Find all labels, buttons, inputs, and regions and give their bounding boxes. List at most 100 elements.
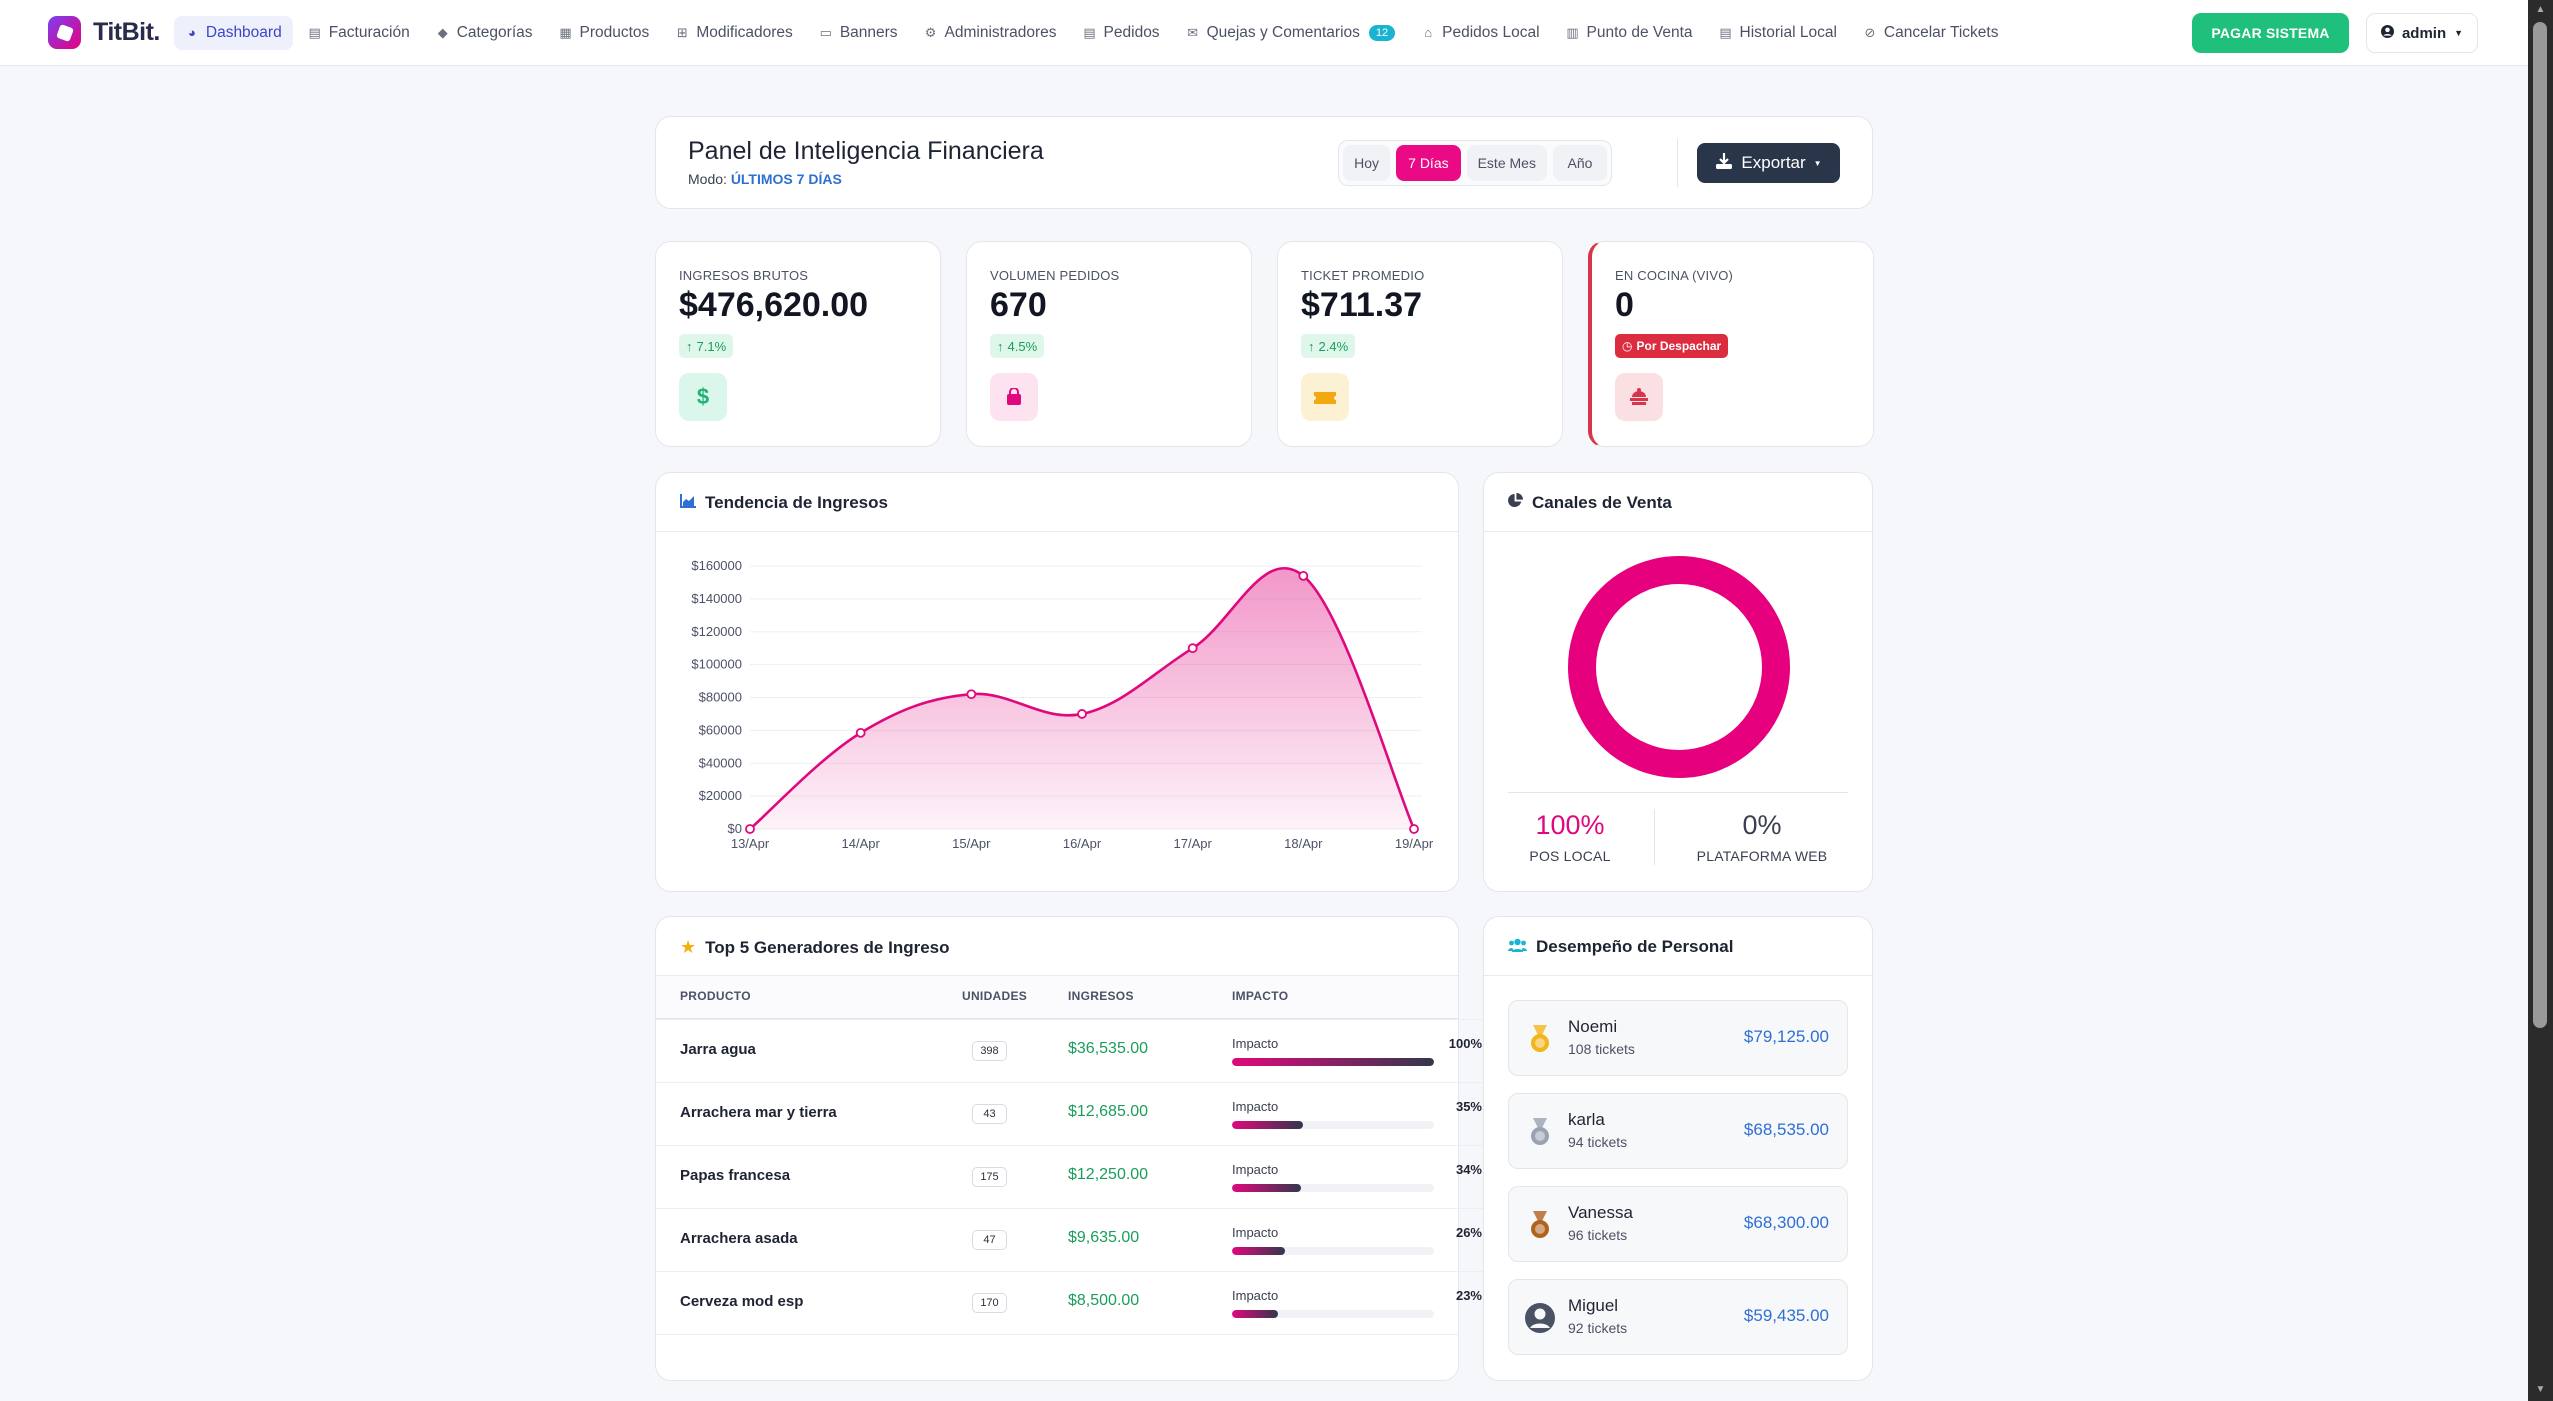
page-scrollbar[interactable]: ▲ ▼ xyxy=(2528,0,2553,1401)
nav-item-label: Banners xyxy=(839,23,898,41)
range-button-1[interactable]: 7 Días xyxy=(1396,145,1461,181)
scroll-down-icon[interactable]: ▼ xyxy=(2535,1384,2546,1395)
revenue-value: $8,500.00 xyxy=(1068,1292,1140,1309)
data-point-19/Apr[interactable] xyxy=(1409,824,1419,834)
nav-item-label: Cancelar Tickets xyxy=(1883,23,1999,41)
y-tick-label: $140000 xyxy=(691,591,742,606)
y-tick-label: $160000 xyxy=(691,558,742,573)
user-circle-icon xyxy=(2380,24,2394,42)
pay-system-button[interactable]: PAGAR SISTEMA xyxy=(2192,13,2349,53)
range-button-3[interactable]: Año xyxy=(1552,145,1607,181)
user-name: admin xyxy=(2401,24,2447,42)
staff-member-card[interactable]: Noemi 108 tickets $79,125.00 xyxy=(1508,1000,1848,1076)
product-name: Arrachera mar y tierra xyxy=(680,1104,837,1121)
data-point-14/Apr[interactable] xyxy=(855,727,866,738)
revenue-trend-header: Tendencia de Ingresos xyxy=(680,493,888,513)
kpi-card-3: EN COCINA (VIVO) 0 ◷ Por Despachar xyxy=(1588,241,1874,447)
impact-progress-fill xyxy=(1232,1121,1303,1129)
trend-value: 2.4% xyxy=(1318,338,1349,354)
nav-item-facturacion[interactable]: ▤ Facturación xyxy=(297,16,421,50)
export-label: Exportar xyxy=(1741,153,1806,172)
nav-item-quejas-y-comentarios[interactable]: ✉ Quejas y Comentarios 12 xyxy=(1175,16,1407,50)
impact-progress-bar xyxy=(1232,1310,1434,1318)
scroll-thumb[interactable] xyxy=(2533,22,2547,1028)
impact-percentage: 23% xyxy=(1455,1288,1482,1303)
y-tick-label: $100000 xyxy=(691,657,742,672)
table-row[interactable]: Cerveza mod esp 170 $8,500.00 Impacto 23% xyxy=(656,1271,1857,1334)
staff-name: karla xyxy=(1568,1110,1605,1129)
staff-performance-header: Desempeño de Personal xyxy=(1508,937,1733,957)
impact-progress-bar xyxy=(1232,1058,1434,1066)
data-point-16/Apr[interactable] xyxy=(1077,709,1087,719)
top-products-title: Top 5 Generadores de Ingreso xyxy=(705,937,950,957)
nav-item-label: Pedidos Local xyxy=(1442,23,1540,41)
mode-value: ÚLTIMOS 7 DÍAS xyxy=(730,171,842,187)
nav-item-dashboard[interactable]: ◕ Dashboard xyxy=(173,15,293,50)
brand[interactable]: TitBit. xyxy=(48,16,160,49)
ban-icon: ⊘ xyxy=(1864,24,1876,40)
data-point-18/Apr[interactable] xyxy=(1298,570,1309,581)
nav-item-label: Facturación xyxy=(328,23,410,41)
donut-slice-0[interactable] xyxy=(1568,556,1790,778)
user-menu-dropdown[interactable]: admin ▼ xyxy=(2366,13,2478,53)
product-name: Jarra agua xyxy=(680,1041,756,1058)
table-row[interactable]: Arrachera mar y tierra 43 $12,685.00 Impact… xyxy=(656,1082,1857,1145)
nav-item-historial-local[interactable]: ▤ Historial Local xyxy=(1708,16,1848,50)
kpi-value: $476,620.00 xyxy=(679,286,869,324)
trend-value: 4.5% xyxy=(1007,338,1038,354)
x-tick-label: 18/Apr xyxy=(1284,836,1323,851)
impact-label: Impacto xyxy=(1232,1162,1279,1177)
nav-item-banners[interactable]: ▭ Banners xyxy=(808,16,909,50)
arrow-up-icon: ↑ xyxy=(686,338,693,354)
y-tick-label: $0 xyxy=(728,821,742,836)
data-point-13/Apr[interactable] xyxy=(745,824,755,834)
nav-item-label: Historial Local xyxy=(1739,23,1837,41)
cash-register-icon: ▥ xyxy=(1566,24,1579,40)
star-icon: ★ xyxy=(680,937,697,957)
export-dropdown-button[interactable]: Exportar ▼ xyxy=(1697,143,1840,183)
impact-percentage: 100% xyxy=(1448,1036,1482,1051)
column-header-product: PRODUCTO xyxy=(680,989,751,1003)
scroll-up-icon[interactable]: ▲ xyxy=(2535,4,2546,15)
range-button-2[interactable]: Este Mes xyxy=(1466,145,1547,181)
data-point-17/Apr[interactable] xyxy=(1187,643,1198,654)
table-row[interactable]: Jarra agua 398 $36,535.00 Impacto 100% xyxy=(656,1019,1857,1082)
file-icon: ▤ xyxy=(308,24,321,40)
top-products-card: ★ Top 5 Generadores de Ingreso xyxy=(655,916,1459,1381)
kpi-value: $711.37 xyxy=(1301,286,1423,324)
staff-member-card[interactable]: Miguel 92 tickets $59,435.00 xyxy=(1508,1279,1848,1355)
nav-item-modificadores[interactable]: ⊞ Modificadores xyxy=(664,16,804,50)
revenue-value: $9,635.00 xyxy=(1068,1229,1140,1246)
channel-percentage: 0% xyxy=(1742,810,1782,840)
table-row[interactable]: Papas francesa 175 $12,250.00 Impacto 34% xyxy=(656,1145,1857,1208)
x-tick-label: 19/Apr xyxy=(1395,836,1434,851)
nav-item-productos[interactable]: ▦ Productos xyxy=(548,16,661,50)
channel-label: PLATAFORMA WEB xyxy=(1696,848,1828,864)
x-tick-label: 13/Apr xyxy=(731,836,770,851)
sales-channels-card: Canales de Venta xyxy=(1483,472,1873,892)
kpi-label: VOLUMEN PEDIDOS xyxy=(990,268,1120,283)
table-row[interactable]: Arrachera asada 47 $9,635.00 Impacto 26% xyxy=(656,1208,1857,1271)
pie-chart-icon xyxy=(1508,493,1523,513)
nav-item-punto-de-venta[interactable]: ▥ Punto de Venta xyxy=(1555,16,1704,50)
staff-sales-amount: $59,435.00 xyxy=(1743,1306,1829,1325)
clock-icon: ◷ xyxy=(1622,339,1633,353)
nav-item-pedidos-local[interactable]: ⌂ Pedidos Local xyxy=(1410,16,1550,50)
channels-vertical-divider xyxy=(1654,809,1655,865)
nav-item-pedidos[interactable]: ▤ Pedidos xyxy=(1072,16,1171,50)
arrow-up-icon: ↑ xyxy=(1308,338,1315,354)
header-divider xyxy=(1677,139,1678,187)
units-badge: 175 xyxy=(972,1167,1007,1187)
units-badge: 43 xyxy=(972,1104,1007,1124)
staff-member-card[interactable]: karla 94 tickets $68,535.00 xyxy=(1508,1093,1848,1169)
range-button-0[interactable]: Hoy xyxy=(1343,145,1391,181)
nav-item-categorias[interactable]: ◆ Categorías xyxy=(425,16,544,50)
staff-member-card[interactable]: Vanessa 96 tickets $68,300.00 xyxy=(1508,1186,1848,1262)
chart-pie-icon: ◕ xyxy=(187,25,196,40)
brand-name: TitBit. xyxy=(93,18,160,46)
impact-progress-bar xyxy=(1232,1121,1434,1129)
kpi-value: 670 xyxy=(990,286,1047,324)
nav-item-administradores[interactable]: ⚙ Administradores xyxy=(913,16,1068,50)
nav-item-cancelar-tickets[interactable]: ⊘ Cancelar Tickets xyxy=(1852,16,2010,50)
data-point-15/Apr[interactable] xyxy=(966,689,977,700)
